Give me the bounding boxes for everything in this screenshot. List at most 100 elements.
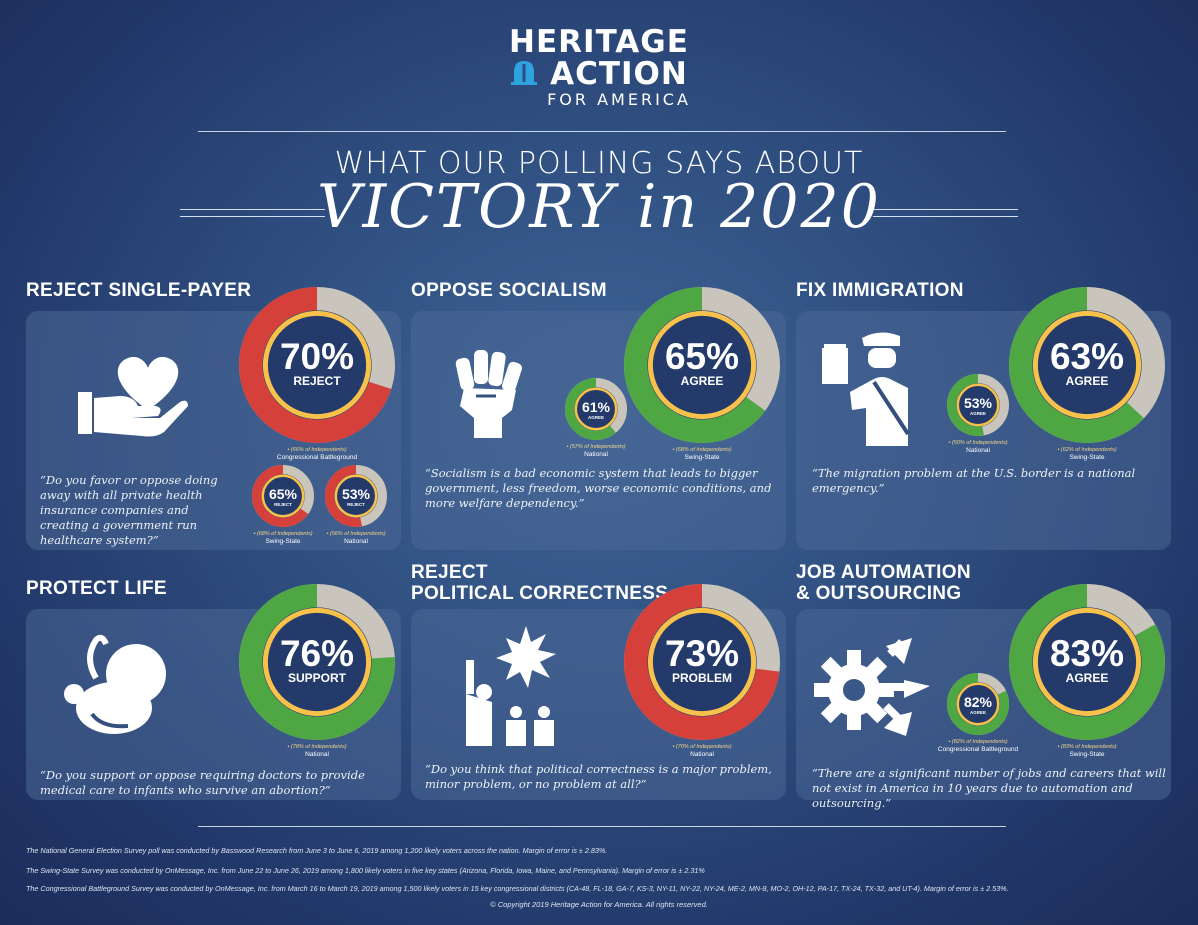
donut-chart: 63%AGREE • (62% of Independents)Swing-Sta…	[1008, 286, 1166, 461]
header-divider	[198, 131, 1006, 132]
donut-center	[334, 474, 378, 518]
donut-chart: 73%PROBLEM • (70% of Independents)Nationa…	[623, 583, 781, 758]
quote-socialism: “Socialism is a bad economic system that…	[425, 466, 772, 510]
donut-center	[647, 310, 757, 420]
donut-value-arc	[623, 286, 780, 443]
donut-measure-label: AGREE	[1066, 374, 1109, 388]
section-head-protect-life: PROTECT LIFE	[26, 578, 167, 599]
donut-chart: 61%AGREE • (57% of Independents)National	[565, 377, 628, 458]
donut-inner-ring	[647, 607, 757, 717]
donut-center	[1032, 310, 1142, 420]
donut-value-label: 83%	[1050, 633, 1124, 674]
section-head-socialism: OPPOSE SOCIALISM	[411, 280, 607, 301]
donut-measure-label: AGREE	[970, 710, 986, 715]
donut-independents-label: • (56% of Independents)	[326, 531, 385, 537]
page-subtitle: WHAT OUR POLLING SAYS ABOUT	[334, 146, 864, 181]
donut-group-label: National	[305, 751, 329, 758]
title-rule-right	[873, 209, 1018, 217]
donut-value-label: 53%	[964, 395, 993, 411]
section-head-line1: JOB AUTOMATION	[796, 562, 971, 583]
quote-immigration: “The migration problem at the U.S. borde…	[812, 466, 1136, 495]
section-head-job-automation: JOB AUTOMATION & OUTSOURCING	[796, 562, 971, 604]
donut-center	[574, 387, 618, 431]
donut-chart: 76%SUPPORT • (78% of Independents)Nationa…	[238, 583, 396, 758]
copyright: © Copyright 2019 Heritage Action for Ame…	[490, 900, 708, 909]
donut-center	[262, 607, 372, 717]
donut-inner-ring	[261, 474, 305, 518]
donut-inner-ring	[262, 607, 372, 717]
donut-center	[262, 310, 372, 420]
donut-value-label: 61%	[582, 399, 611, 415]
donut-chart: 53%AGREE • (50% of Independents)National	[947, 373, 1010, 454]
donut-value-arc	[252, 465, 315, 528]
donut-group-label: Swing-State	[1069, 751, 1104, 758]
donut-independents-label: • (62% of Independents)	[1057, 447, 1116, 453]
donut-chart: 82%AGREE • (82% of Independents)Congressi…	[938, 672, 1019, 753]
section-head-line2: POLITICAL CORRECTNESS	[411, 583, 669, 604]
section-head-line1: REJECT	[411, 562, 488, 583]
donut-inner-ring	[647, 310, 757, 420]
donut-center	[647, 607, 757, 717]
logo-line-action: ACTION	[550, 56, 688, 92]
donut-value-label: 70%	[280, 336, 354, 377]
donut-measure-label: REJECT	[293, 374, 341, 388]
donut-measure-label: REJECT	[347, 502, 365, 507]
donut-group-label: National	[966, 447, 990, 454]
donut-independents-label: • (83% of Independents)	[1057, 744, 1116, 750]
donut-value-arc	[1008, 583, 1165, 740]
section-head-single-payer: REJECT SINGLE-PAYER	[26, 280, 252, 301]
donut-inner-ring	[574, 387, 618, 431]
logo-line-heritage: HERITAGE	[509, 24, 689, 60]
section-head-line2: & OUTSOURCING	[796, 583, 962, 604]
donut-measure-label: AGREE	[681, 374, 724, 388]
raised-fist-icon	[455, 350, 522, 438]
quote-job-automation: “There are a significant number of jobs …	[812, 766, 1166, 810]
donut-group-label: Swing-State	[1069, 454, 1104, 461]
donut-value-label: 76%	[280, 633, 354, 674]
donut-measure-label: REJECT	[274, 502, 292, 507]
donut-independents-label: • (82% of Independents)	[948, 739, 1007, 745]
donut-group-label: National	[690, 751, 714, 758]
donut-group-label: Congressional Battleground	[938, 746, 1019, 753]
liberty-bell-icon	[511, 61, 537, 85]
donut-independents-label: • (70% of Independents)	[672, 744, 731, 750]
donut-measure-label: AGREE	[588, 415, 604, 420]
donut-value-label: 63%	[1050, 336, 1124, 377]
section-head-political-correctness: REJECT POLITICAL CORRECTNESS	[411, 562, 668, 604]
quote-single-payer: “Do you favor or oppose doing away with …	[40, 473, 218, 547]
donut-independents-label: • (68% of Independents)	[672, 447, 731, 453]
donut-inner-ring	[334, 474, 378, 518]
donut-value-label: 82%	[964, 694, 993, 710]
donut-measure-label: AGREE	[1066, 671, 1109, 685]
donut-chart: 83%AGREE • (83% of Independents)Swing-Sta…	[1008, 583, 1166, 758]
donut-center	[956, 383, 1000, 427]
donut-value-label: 65%	[665, 336, 739, 377]
donut-inner-ring	[1032, 607, 1142, 717]
donut-independents-label: • (78% of Independents)	[287, 744, 346, 750]
donut-value-arc	[946, 672, 1009, 735]
logo-line-for-america: FOR AMERICA	[547, 90, 691, 109]
donut-inner-ring	[956, 682, 1000, 726]
title-rule-left	[180, 209, 325, 217]
heritage-action-logo: HERITAGE ACTION FOR AMERICA	[0, 26, 1198, 110]
donut-independents-label: • (66% of Independents)	[287, 447, 346, 453]
donut-group-label: National	[584, 451, 608, 458]
donut-chart: 65%REJECT • (68% of Independents)Swing-St…	[251, 464, 315, 545]
donut-value-arc	[238, 286, 395, 444]
donut-chart: 65%AGREE • (68% of Independents)Swing-Sta…	[623, 286, 781, 461]
donut-independents-label: • (68% of Independents)	[253, 531, 312, 537]
donut-independents-label: • (57% of Independents)	[566, 444, 625, 450]
heart-in-hand-icon	[78, 356, 188, 437]
donut-chart: 70%REJECT • (66% of Independents)Congress…	[238, 286, 396, 461]
donut-value-label: 73%	[665, 633, 739, 674]
raised-hand-crowd-icon	[466, 626, 556, 746]
donut-group-label: Swing-State	[265, 538, 300, 545]
donut-group-label: Congressional Battleground	[277, 454, 358, 461]
donut-center	[1032, 607, 1142, 717]
footnote-national: The National General Election Survey pol…	[26, 846, 608, 855]
donut-value-label: 53%	[342, 486, 371, 502]
donut-inner-ring	[262, 310, 372, 420]
footer-divider	[198, 826, 1006, 827]
donut-value-arc	[1008, 286, 1165, 443]
